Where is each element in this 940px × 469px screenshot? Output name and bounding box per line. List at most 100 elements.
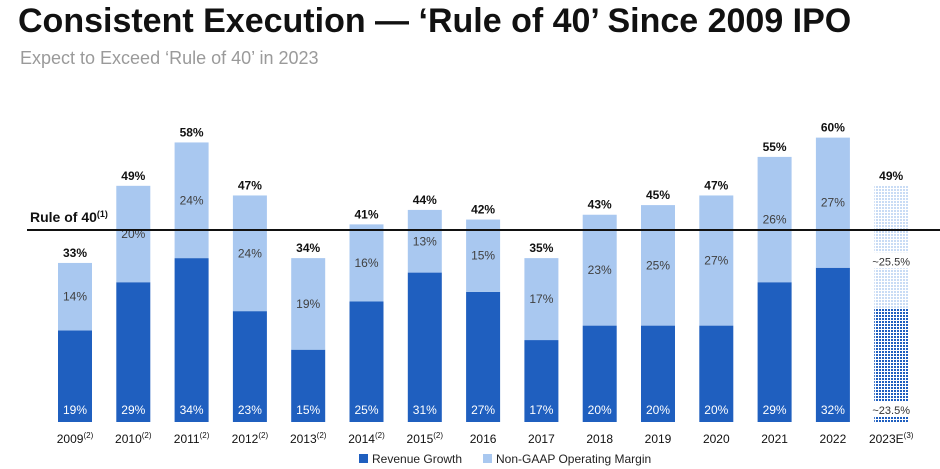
bar-operating-margin-2019 — [641, 205, 675, 326]
label-box-revenue-growth — [868, 401, 915, 417]
label-operating-margin-2015: 13% — [413, 234, 437, 248]
x-tick-footnote: (3) — [904, 431, 914, 440]
x-tick-label: 2017 — [528, 432, 555, 446]
label-operating-margin-2012: 24% — [238, 246, 262, 260]
bar-revenue-growth-2014 — [349, 301, 384, 422]
label-revenue-growth-2010: 29% — [121, 403, 145, 417]
x-tick-label: 2019 — [645, 432, 672, 446]
x-tick-label: 2023E — [869, 432, 904, 446]
bar-operating-margin-2010 — [116, 185, 151, 283]
legend-label: Non-GAAP Operating Margin — [496, 452, 651, 466]
label-total-2022: 60% — [821, 121, 845, 135]
label-operating-margin-2018: 23% — [588, 263, 612, 277]
label-total-2019: 45% — [646, 188, 670, 202]
bar-revenue-growth-2015 — [407, 272, 442, 422]
label-total-2021: 55% — [763, 140, 787, 154]
x-tick-footnote: (2) — [83, 431, 93, 440]
legend: Revenue Growth Non-GAAP Operating Margin — [359, 452, 651, 466]
label-total-2018: 43% — [588, 198, 612, 212]
label-operating-margin-2014: 16% — [354, 256, 378, 270]
x-tick-footnote: (2) — [433, 431, 443, 440]
x-tick-label: 2011 — [174, 432, 200, 446]
label-operating-margin-2017: 17% — [529, 292, 553, 306]
x-tick-2022: 2022 — [820, 432, 847, 446]
label-operating-margin-2019: 25% — [646, 258, 670, 272]
label-total-2013: 34% — [296, 241, 320, 255]
label-revenue-growth-2019: 20% — [646, 403, 670, 417]
label-revenue-growth-2012: 23% — [238, 403, 262, 417]
label-text-operating-margin: ~25.5% — [872, 256, 910, 268]
x-tick-label: 2010 — [115, 432, 142, 446]
legend-swatch — [359, 454, 368, 463]
bar-revenue-growth-2018 — [582, 325, 617, 422]
label-total-2009: 33% — [63, 246, 87, 260]
bar-operating-margin-2012 — [232, 195, 267, 312]
x-tick-2018: 2018 — [586, 432, 613, 446]
label-revenue-growth-2009: 19% — [63, 403, 87, 417]
bars-layer: 19% 14% 33% 29% 20% 49% 34% 24% 58% 23% 24% 47% 15% 1… — [58, 121, 915, 422]
bar-operating-margin-2017 — [524, 258, 559, 341]
label-revenue-growth-2011: 34% — [180, 403, 204, 417]
x-tick-footnote: (2) — [258, 431, 268, 440]
x-axis: 2009(2) 2010(2) 2011(2) 2012(2) 2013(2) 2014(… — [57, 431, 914, 446]
bar-revenue-growth-2011 — [174, 258, 209, 422]
bar-operating-margin-2016 — [466, 219, 501, 292]
x-tick-2014: 2014(2) — [348, 431, 385, 446]
x-tick-footnote: (2) — [200, 431, 210, 440]
label-total-2014: 41% — [354, 207, 378, 221]
bar-revenue-growth-2022 — [815, 267, 850, 422]
rule-of-40-footnote: (1) — [97, 209, 108, 219]
x-tick-footnote: (2) — [142, 431, 152, 440]
label-revenue-growth-2023E: ~23.5% — [868, 401, 915, 417]
label-box-operating-margin — [868, 252, 915, 269]
x-tick-2019: 2019 — [645, 432, 672, 446]
bar-operating-margin-2011 — [174, 142, 209, 259]
x-tick-label: 2015 — [407, 432, 434, 446]
label-revenue-growth-2022: 32% — [821, 403, 845, 417]
label-revenue-growth-2018: 20% — [588, 403, 612, 417]
label-revenue-growth-2020: 20% — [704, 403, 728, 417]
label-total-2012: 47% — [238, 178, 262, 192]
label-text-revenue-growth: ~23.5% — [872, 405, 910, 417]
x-tick-2010: 2010(2) — [115, 431, 152, 446]
label-operating-margin-2020: 27% — [704, 254, 728, 268]
label-revenue-growth-2014: 25% — [354, 403, 378, 417]
x-tick-2015: 2015(2) — [407, 431, 444, 446]
label-operating-margin-2011: 24% — [180, 193, 204, 207]
x-tick-label: 2020 — [703, 432, 730, 446]
bar-revenue-growth-2016 — [466, 291, 501, 422]
page-subtitle: Expect to Exceed ‘Rule of 40’ in 2023 — [20, 48, 319, 68]
label-total-2011: 58% — [180, 125, 204, 139]
bar-operating-margin-2022 — [815, 137, 850, 268]
x-tick-label: 2014 — [348, 432, 375, 446]
legend-item-revenue-growth: Revenue Growth — [359, 452, 462, 466]
bar-operating-margin-2014 — [349, 224, 384, 302]
bar-operating-margin-2013 — [291, 258, 326, 350]
x-tick-2011: 2011(2) — [174, 431, 210, 446]
label-operating-margin-2021: 26% — [763, 213, 787, 227]
bar-operating-margin-2018 — [582, 214, 617, 326]
label-total-2016: 42% — [471, 203, 495, 217]
rule-of-40-label: Rule of 40(1) — [30, 209, 108, 225]
label-revenue-growth-2015: 31% — [413, 403, 437, 417]
label-total-2017: 35% — [529, 241, 553, 255]
label-total-2023E: 49% — [879, 169, 903, 183]
legend-label: Revenue Growth — [372, 452, 462, 466]
bar-revenue-growth-2012 — [232, 311, 267, 422]
x-tick-label: 2009 — [57, 432, 84, 446]
legend-item-operating-margin: Non-GAAP Operating Margin — [483, 452, 651, 466]
label-revenue-growth-2013: 15% — [296, 403, 320, 417]
bar-operating-margin-2020 — [699, 195, 734, 326]
x-tick-footnote: (2) — [317, 431, 327, 440]
bar-revenue-growth-2013 — [291, 349, 326, 422]
x-tick-2023E: 2023E(3) — [869, 431, 914, 446]
x-tick-2013: 2013(2) — [290, 431, 327, 446]
bar-revenue-growth-2009 — [58, 330, 92, 422]
x-tick-label: 2016 — [470, 432, 497, 446]
label-total-2010: 49% — [121, 169, 145, 183]
label-operating-margin-2016: 15% — [471, 249, 495, 263]
x-tick-2009: 2009(2) — [57, 431, 94, 446]
bar-operating-margin-2009 — [58, 262, 92, 331]
x-tick-2021: 2021 — [761, 432, 788, 446]
bar-operating-margin-2023E — [874, 185, 909, 309]
